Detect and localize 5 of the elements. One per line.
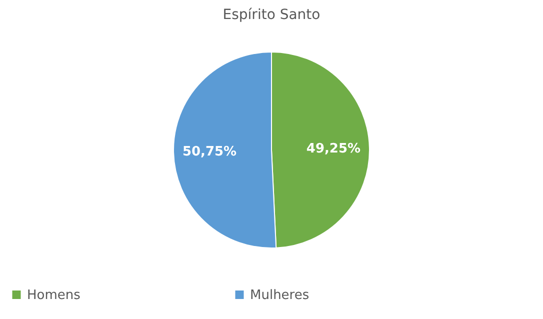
data-label: 50,75% (182, 144, 237, 160)
data-label: 49,25% (306, 142, 361, 157)
legend-label: Homens (27, 288, 81, 303)
legend-label: Mulheres (250, 288, 310, 303)
chart-title: Espírito Santo (222, 7, 320, 23)
